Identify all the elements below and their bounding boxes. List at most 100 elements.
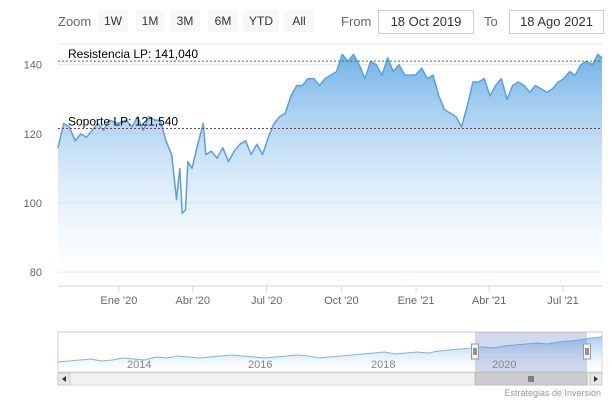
data-point [301, 84, 303, 87]
data-point [506, 98, 508, 100]
zoom-1m-button[interactable]: 1M [136, 10, 164, 32]
navigator-line [57, 336, 603, 363]
data-point [187, 160, 189, 163]
data-point [239, 143, 241, 145]
navigator-year-label: 2018 [371, 359, 395, 371]
data-point [205, 154, 207, 156]
data-point [184, 209, 187, 211]
data-point [443, 109, 446, 111]
data-point [375, 64, 377, 66]
zoom-ytd-button[interactable]: YTD [243, 10, 279, 32]
data-point [197, 143, 199, 145]
data-point [191, 167, 193, 170]
to-date-input[interactable]: 18 Ago 2021 [509, 10, 604, 34]
data-point [330, 74, 332, 76]
data-point [392, 71, 394, 73]
credits-text: Estrategias de Inversión [504, 388, 601, 398]
axes: 80 100 120 140 Ene '20 Abr '20 Jul '20 Oct '20 E… [24, 60, 602, 307]
data-point [202, 122, 204, 125]
zoom-3m-button[interactable]: 3M [170, 10, 200, 32]
navigator-year-label: 2020 [492, 359, 516, 371]
data-point [68, 126, 70, 128]
data-point [563, 78, 565, 80]
data-point [256, 143, 258, 145]
data-point [512, 84, 514, 87]
data-point [358, 64, 360, 66]
data-point [426, 78, 428, 80]
data-point [290, 95, 292, 97]
from-label: From [341, 14, 372, 29]
data-point [387, 57, 389, 59]
navigator-right-handle [583, 343, 591, 360]
data-point [273, 122, 275, 125]
data-point [227, 160, 230, 163]
zoom-all-button[interactable]: All [284, 10, 314, 32]
data-point [80, 133, 82, 135]
data-point [165, 140, 167, 142]
y-tick-label: 100 [24, 198, 42, 210]
data-point [404, 74, 406, 76]
data-point [250, 154, 252, 156]
arrow-right-icon [594, 376, 598, 382]
data-point [307, 78, 309, 80]
x-tick-label: Jul '20 [251, 295, 282, 307]
data-point [364, 78, 366, 80]
data-point [466, 105, 468, 107]
data-point [296, 84, 298, 87]
data-point [557, 81, 559, 83]
data-point [341, 53, 343, 56]
data-point [97, 122, 99, 125]
data-point [181, 212, 183, 214]
data-point [262, 154, 264, 156]
data-point [233, 150, 235, 152]
data-point [91, 129, 93, 131]
data-point [381, 74, 383, 76]
data-point [432, 74, 434, 76]
data-point [534, 84, 537, 87]
data-point [267, 136, 269, 138]
data-point [601, 57, 603, 59]
from-date-input[interactable]: 18 Oct 2019 [378, 10, 474, 34]
data-point [551, 88, 554, 90]
data-point [580, 64, 582, 66]
price-line [57, 53, 603, 215]
arrow-left-icon [62, 376, 66, 382]
zoom-1w-button[interactable]: 1W [98, 10, 128, 32]
x-tick-label: Ene '21 [398, 295, 435, 307]
navigator[interactable]: 2014 2016 2018 2020 [57, 331, 603, 386]
data-point [57, 147, 59, 149]
navigator-selection [475, 332, 587, 372]
x-tick-label: Abr '20 [176, 295, 211, 307]
data-point [352, 53, 355, 56]
zoom-6m-button[interactable]: 6M [208, 10, 238, 32]
zoom-label: Zoom [58, 14, 92, 29]
data-point [245, 140, 247, 142]
navigator-area [58, 337, 602, 372]
navigator-left-handle [471, 343, 479, 360]
navigator-year-label: 2016 [248, 359, 272, 371]
data-point [529, 91, 531, 93]
data-point [460, 126, 463, 128]
data-point [591, 64, 593, 66]
data-point [546, 91, 548, 93]
data-point [102, 129, 105, 131]
data-point [131, 126, 133, 128]
data-point [324, 78, 326, 80]
data-point [117, 122, 119, 125]
data-point [85, 136, 87, 138]
data-point [284, 112, 286, 114]
data-point [438, 95, 440, 97]
data-point [142, 129, 144, 131]
x-tick-label: Abr '21 [472, 295, 507, 307]
data-point [495, 84, 497, 87]
data-point [540, 88, 542, 90]
annotation-lines: Resistencia LP: 141,040 Soporte LP: 121,5… [58, 47, 602, 130]
data-point [179, 167, 181, 170]
data-point [148, 116, 150, 118]
data-point [449, 112, 451, 114]
x-tick-label: Ene '20 [100, 295, 137, 307]
resistance-label: Resistencia LP: 141,040 [68, 47, 198, 61]
data-point [398, 64, 400, 66]
x-tick-label: Oct '20 [324, 295, 359, 307]
